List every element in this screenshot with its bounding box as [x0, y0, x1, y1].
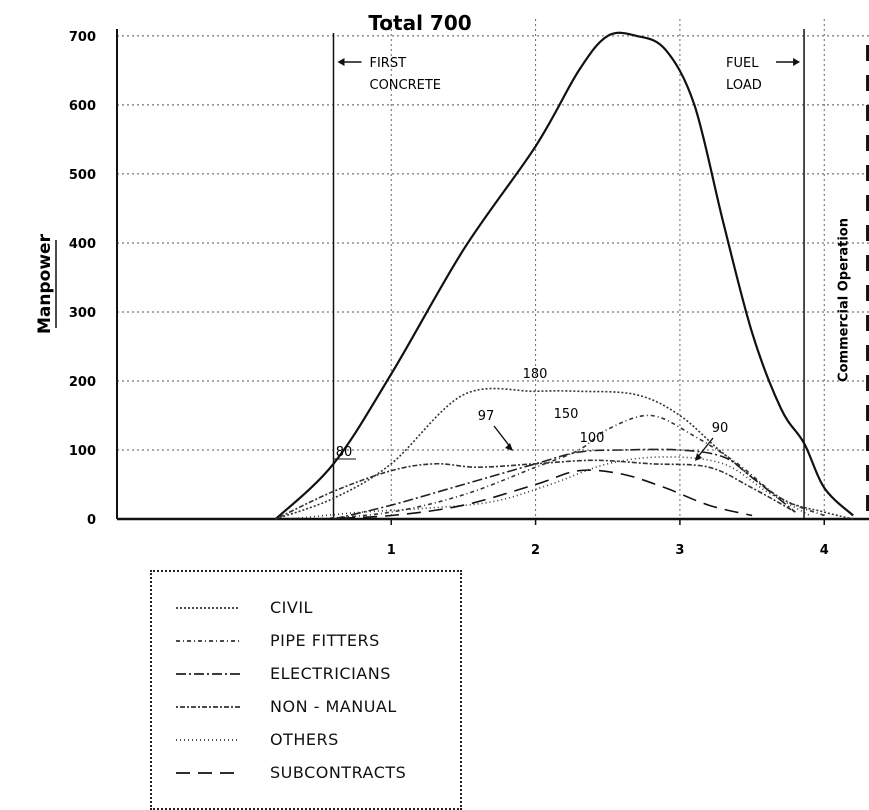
label-150: 150 — [554, 407, 579, 422]
legend-swatch-others — [176, 739, 240, 741]
y-tick-label: 400 — [69, 237, 96, 252]
legend-item-subcontracts: SUBCONTRACTS — [152, 759, 460, 789]
legend-item-non-manual: NON - MANUAL — [152, 693, 460, 723]
label-100: 100 — [580, 431, 605, 446]
tick-labels: 0 100 200 300 400 500 600 700 1 2 3 4 — [69, 30, 829, 558]
legend-label: PIPE FITTERS — [270, 631, 380, 650]
y-axis-label: Manpower — [35, 233, 57, 334]
legend-swatch-electricians — [176, 673, 240, 675]
pointer-90 — [696, 437, 714, 459]
fuel-load-label-line1: FUEL — [726, 56, 759, 71]
series-line-others — [290, 456, 811, 520]
y-tick-label: 200 — [69, 375, 96, 390]
label-97: 97 — [478, 409, 495, 424]
legend: CIVIL PIPE FITTERS ELECTRICIANS NON - MANUA… — [150, 570, 462, 810]
label-90: 90 — [712, 421, 729, 436]
commercial-operation-label: Commercial Operation — [837, 218, 852, 382]
series-line-non-manual — [275, 459, 796, 520]
y-axis-label-text: Manpower — [35, 233, 55, 334]
x-tick-label: 4 — [820, 543, 829, 558]
label-180: 180 — [523, 367, 548, 382]
x-tick-label: 2 — [531, 543, 540, 558]
legend-swatch-civil — [176, 607, 240, 609]
legend-label: NON - MANUAL — [270, 697, 397, 716]
y-tick-label: 100 — [69, 444, 96, 459]
grid-lines — [117, 19, 869, 519]
series-line-total — [275, 31, 854, 520]
y-tick-label: 0 — [87, 513, 96, 528]
series-line-subcontracts — [319, 469, 753, 520]
y-tick-label: 300 — [69, 306, 96, 321]
first-concrete-arrowhead — [337, 58, 345, 66]
legend-swatch-subcontracts — [176, 772, 240, 774]
label-80: 80 — [336, 445, 353, 460]
y-tick-label: 700 — [69, 30, 96, 45]
first-concrete-label-line2: CONCRETE — [370, 78, 442, 93]
axes — [116, 29, 869, 525]
series-lines — [275, 31, 854, 520]
legend-swatch-non-manual — [176, 706, 240, 708]
legend-label: OTHERS — [270, 730, 339, 749]
series-line-electricians — [333, 448, 796, 520]
legend-label: SUBCONTRACTS — [270, 763, 407, 782]
first-concrete-label-line1: FIRST — [370, 56, 407, 71]
y-tick-label: 600 — [69, 99, 96, 114]
series-line-pipe-fitters — [319, 414, 825, 520]
legend-item-civil: CIVIL — [152, 594, 460, 624]
legend-label: ELECTRICIANS — [270, 664, 391, 683]
fuel-load-arrowhead — [793, 58, 801, 66]
legend-item-others: OTHERS — [152, 726, 460, 756]
chart-title: Total 700 — [368, 11, 471, 35]
legend-label: CIVIL — [270, 598, 313, 617]
vertical-markers — [332, 29, 869, 519]
legend-item-electricians: ELECTRICIANS — [152, 660, 460, 690]
pointer-90-head — [695, 453, 702, 461]
pointer-97-head — [505, 443, 513, 451]
pointer-97 — [493, 425, 512, 449]
x-tick-label: 3 — [675, 543, 684, 558]
legend-swatch-pipe-fitters — [176, 640, 240, 642]
legend-item-pipe-fitters: PIPE FITTERS — [152, 627, 460, 657]
x-tick-label: 1 — [387, 543, 396, 558]
annotations: FIRST CONCRETE FUEL LOAD Commercial Operatio… — [334, 56, 852, 461]
fuel-load-label-line2: LOAD — [726, 78, 762, 93]
y-tick-label: 500 — [69, 168, 96, 183]
